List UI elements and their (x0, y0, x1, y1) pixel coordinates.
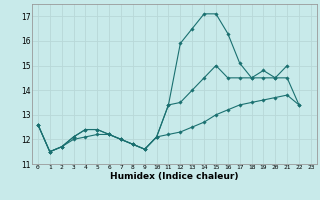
X-axis label: Humidex (Indice chaleur): Humidex (Indice chaleur) (110, 172, 239, 181)
